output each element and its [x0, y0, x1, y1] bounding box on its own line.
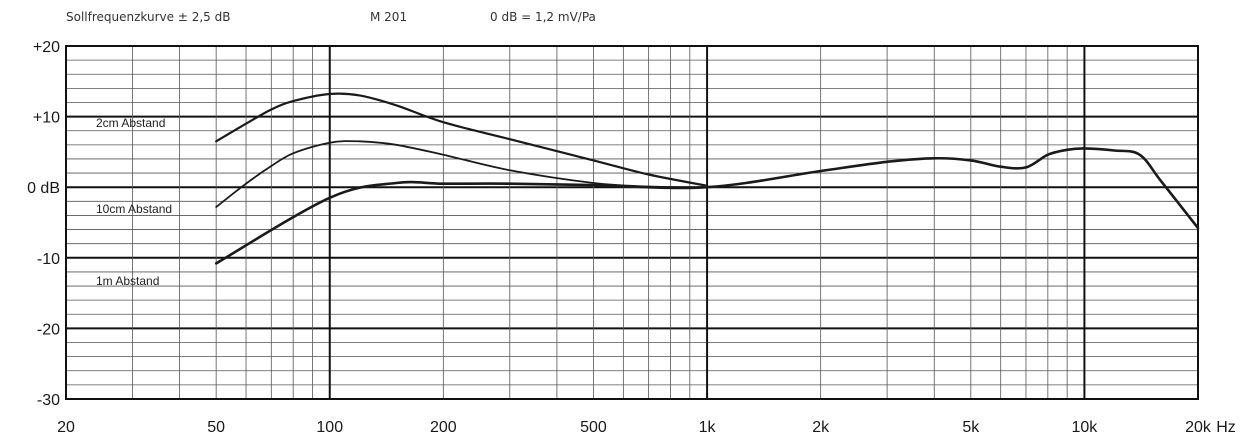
plot-frame	[65, 45, 1199, 400]
reference-note: 0 dB = 1,2 mV/Pa	[490, 10, 596, 24]
y-tick-label: -30	[37, 392, 60, 409]
chart-series	[214, 92, 1200, 265]
y-tick-label: 0 dB	[27, 180, 60, 197]
chart-labels: +20 +10 0 dB -10 -20 -30 20 50 100 200 500 1k 2k 5k 10…	[27, 39, 1236, 436]
y-tick-label: +20	[33, 39, 60, 56]
x-tick-label: 50	[207, 419, 225, 436]
x-tick-label: 200	[430, 419, 457, 436]
series-label-1m-abstand: 1m Abstand	[96, 274, 159, 288]
series-line-1m-abstand	[214, 147, 1200, 265]
model-label: M 201	[370, 10, 408, 24]
x-unit-label: Hz	[1216, 419, 1236, 436]
x-tick-label: 500	[580, 419, 607, 436]
y-tick-label: -10	[37, 251, 60, 268]
series-label-2cm-abstand: 2cm Abstand	[96, 116, 165, 130]
x-tick-label: 2k	[812, 419, 830, 436]
y-tick-label: +10	[33, 110, 60, 127]
x-tick-label: 20k	[1185, 419, 1212, 436]
chart-grid	[65, 45, 1199, 400]
x-tick-label: 10k	[1072, 419, 1099, 436]
series-line-2cm-abstand	[215, 92, 709, 187]
x-tick-label: 1k	[699, 419, 717, 436]
x-tick-label: 5k	[962, 419, 980, 436]
series-label-10cm-abstand: 10cm Abstand	[96, 202, 172, 216]
x-tick-label: 20	[57, 419, 75, 436]
tolerance-note: Sollfrequenzkurve ± 2,5 dB	[66, 10, 231, 24]
x-tick-label: 100	[316, 419, 343, 436]
series-line-10cm-abstand	[215, 140, 708, 208]
y-tick-label: -20	[37, 321, 60, 338]
